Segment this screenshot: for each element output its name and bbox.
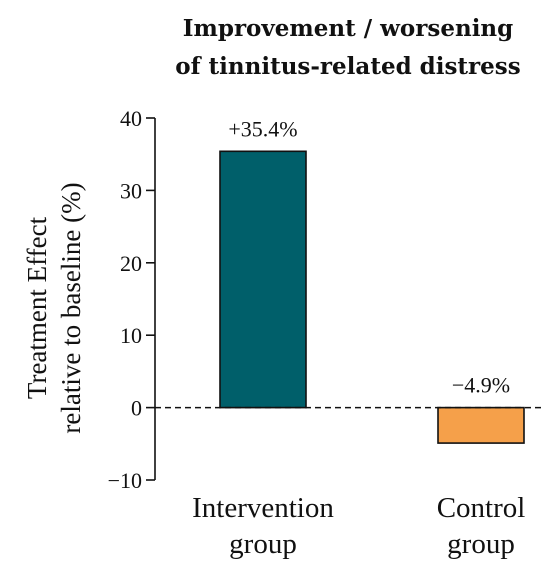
category-label-0-line-1: group bbox=[229, 528, 297, 560]
bar-0 bbox=[219, 150, 307, 409]
y-tick-label: −10 bbox=[108, 468, 142, 493]
data-label-1: −4.9% bbox=[452, 373, 510, 398]
data-labels: +35.4% −4.9% bbox=[228, 116, 510, 397]
y-tick-label: 20 bbox=[120, 251, 142, 276]
data-label-0: +35.4% bbox=[228, 116, 297, 141]
chart-title-line-2: of tinnitus-related distress bbox=[175, 53, 520, 80]
category-label-1-line-1: group bbox=[447, 528, 515, 560]
y-axis-ticks: −10 0 10 20 30 40 bbox=[108, 106, 155, 493]
y-tick-label: 30 bbox=[120, 178, 142, 203]
y-axis-label-line-1: Treatment Effect bbox=[22, 216, 52, 399]
category-label-0-line-0: Intervention bbox=[192, 492, 334, 524]
bar-1 bbox=[437, 406, 525, 444]
y-tick-label: 0 bbox=[131, 396, 142, 421]
y-tick-label: 40 bbox=[120, 106, 142, 131]
chart-title-line-1: Improvement / worsening bbox=[183, 15, 513, 42]
y-axis-label-line-2: relative to baseline (%) bbox=[56, 182, 86, 433]
category-labels: Intervention group Control group bbox=[192, 492, 525, 560]
bars bbox=[219, 150, 525, 444]
y-tick-label: 10 bbox=[120, 323, 142, 348]
category-label-1-line-0: Control bbox=[437, 492, 526, 524]
